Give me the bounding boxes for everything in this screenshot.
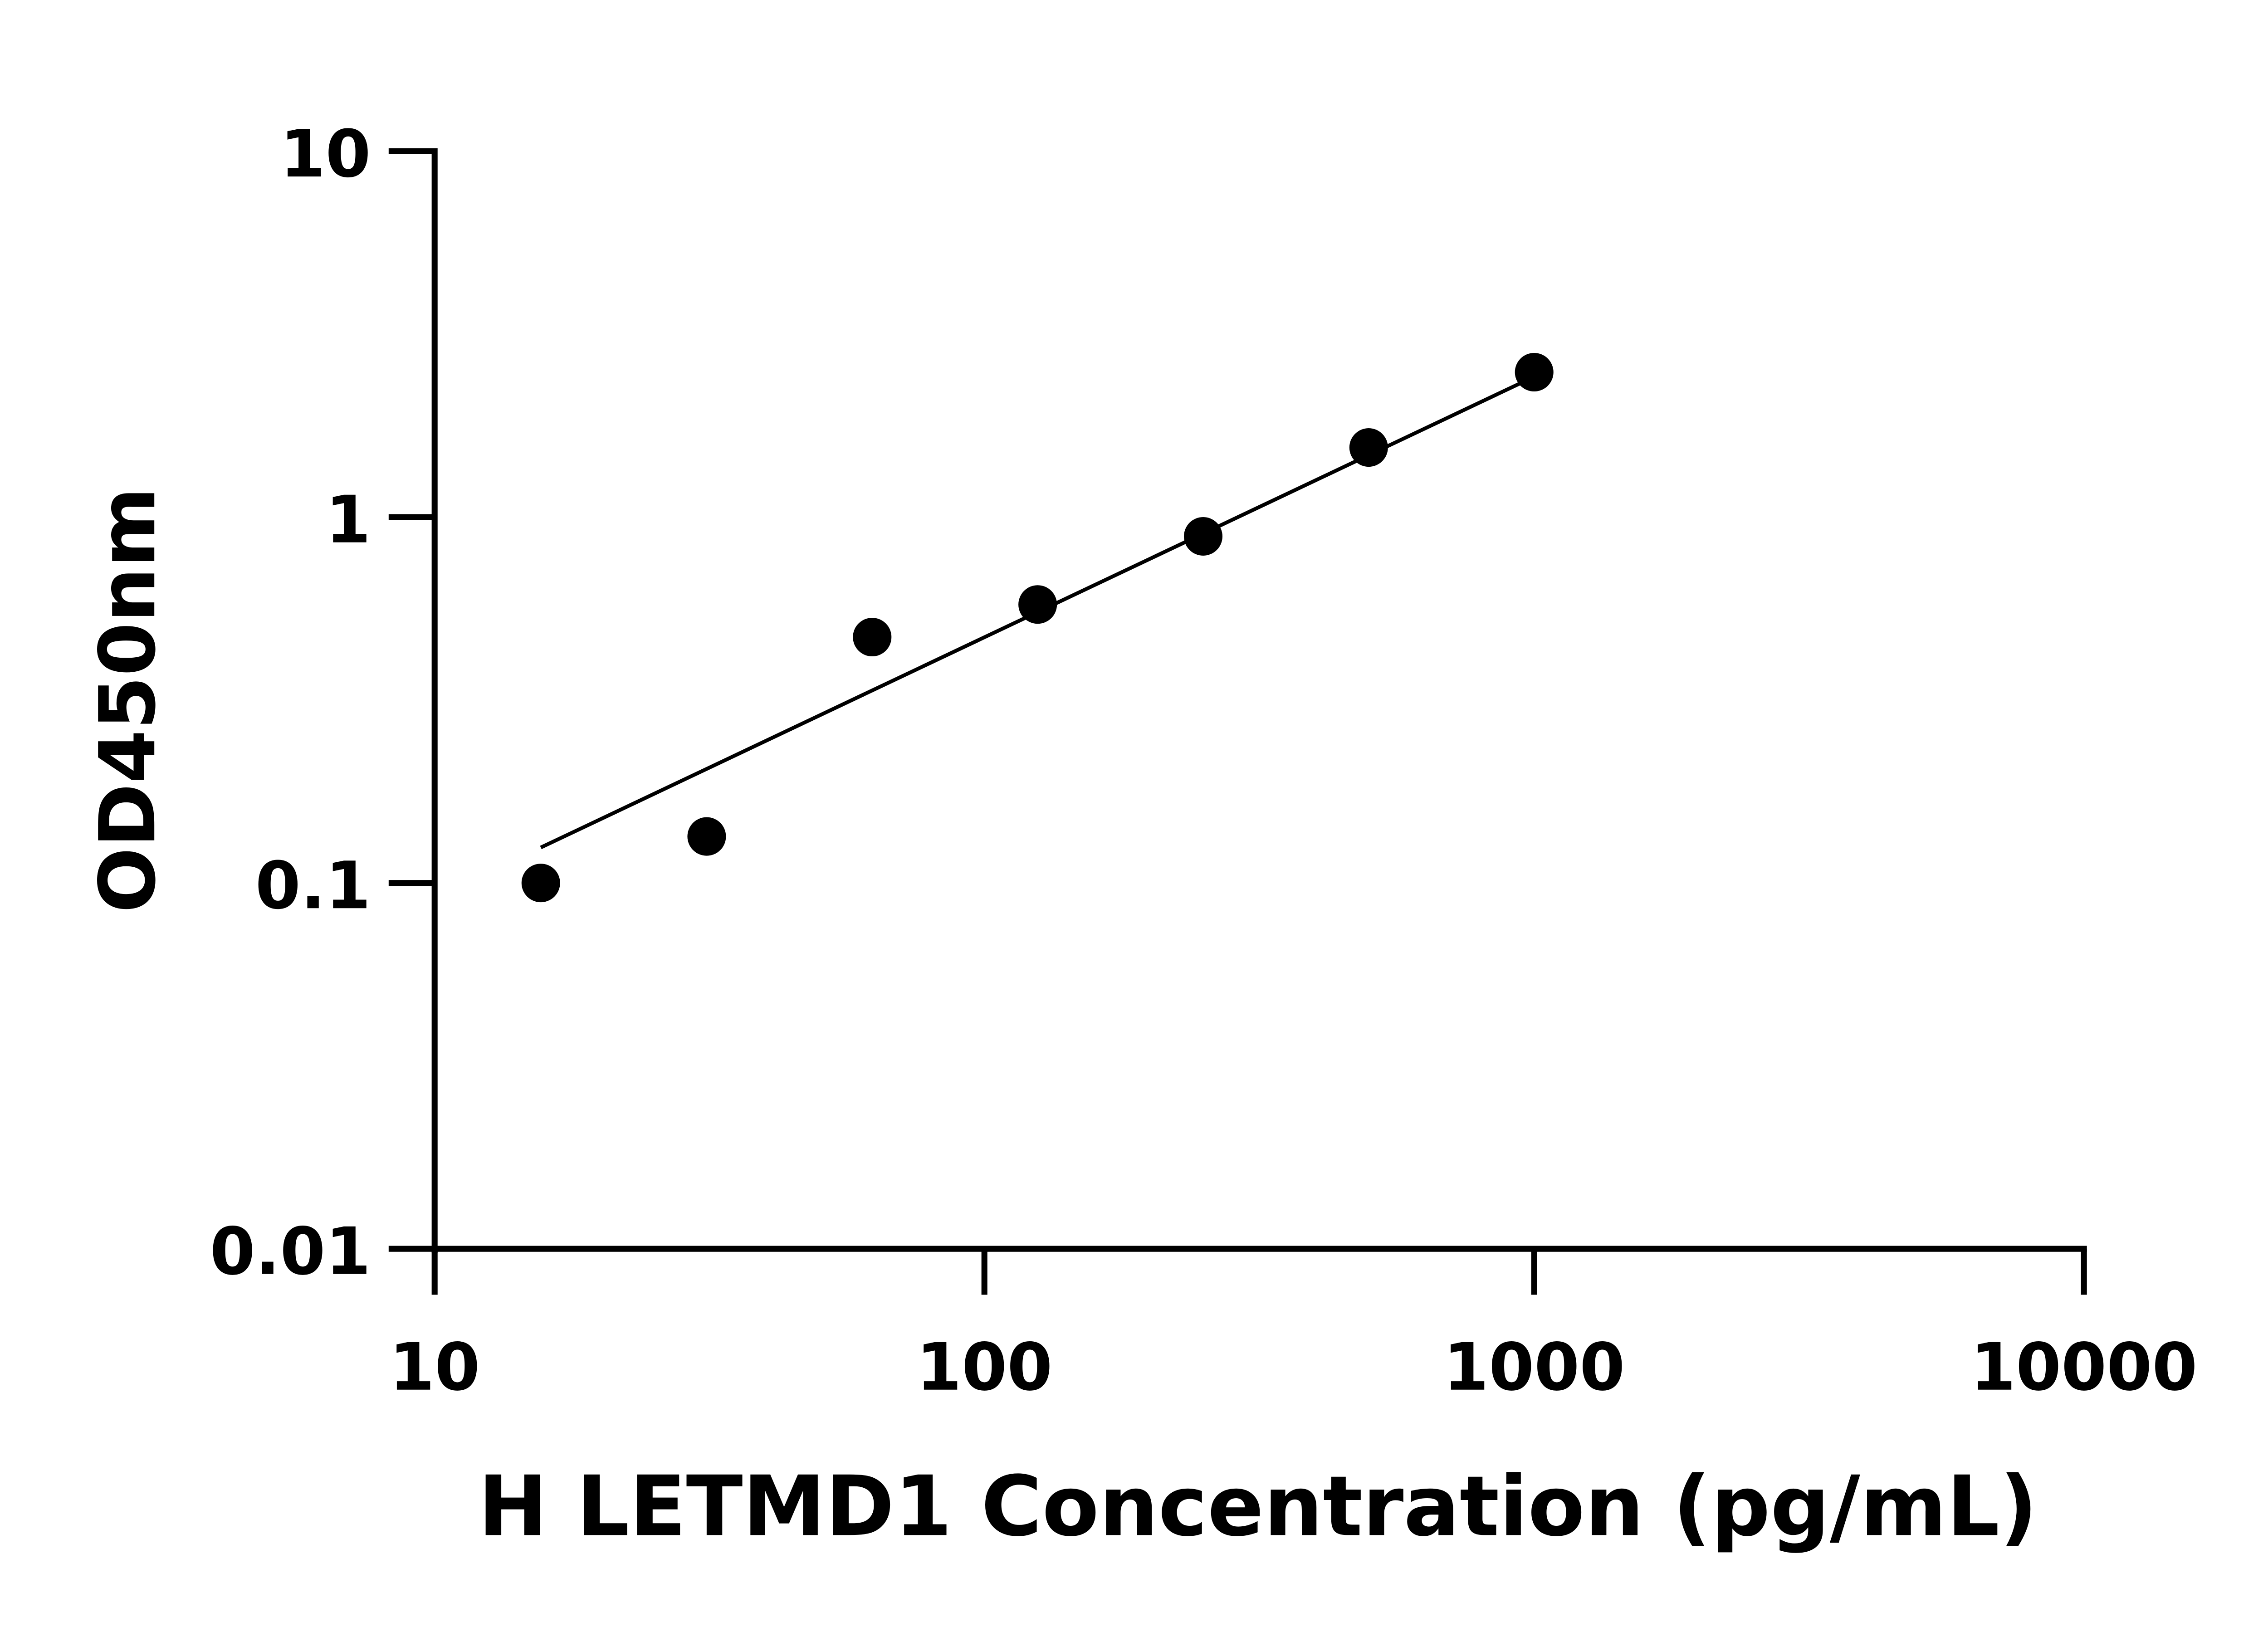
data-point <box>1349 428 1388 467</box>
y-tick-label: 0.1 <box>255 847 371 923</box>
data-point <box>1183 517 1223 556</box>
x-axis-label: H LETMD1 Concentration (pg/mL) <box>478 1458 2038 1555</box>
data-point <box>1018 585 1057 624</box>
y-axis-label: OD450nm <box>83 487 173 913</box>
data-point <box>687 817 726 856</box>
axes <box>431 148 2087 1254</box>
y-tick-label: 0.01 <box>210 1213 371 1290</box>
x-tick-label: 100 <box>916 1329 1052 1405</box>
data-point <box>853 618 892 657</box>
y-tick-label: 1 <box>325 482 371 558</box>
x-tick-label: 1000 <box>1443 1329 1625 1405</box>
data-point <box>1515 353 1554 392</box>
x-tick-label: 10 <box>389 1329 480 1405</box>
y-tick-label: 10 <box>280 116 371 192</box>
data-point <box>521 864 560 903</box>
x-tick-label: 10000 <box>1970 1329 2198 1405</box>
